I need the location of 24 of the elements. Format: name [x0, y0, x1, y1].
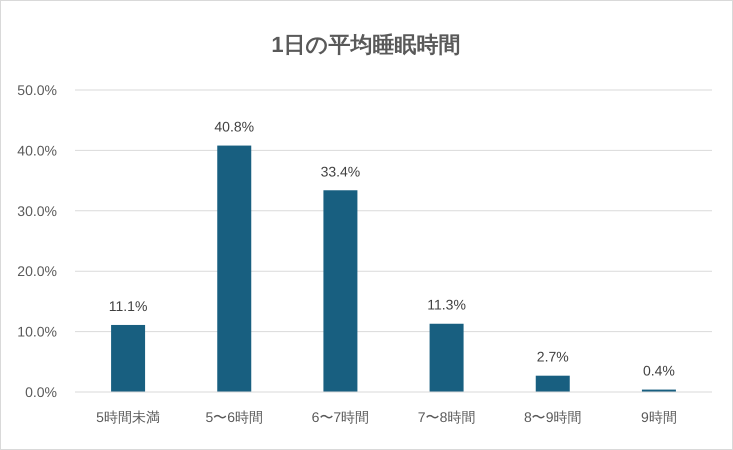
bar — [430, 324, 464, 392]
data-label: 33.4% — [320, 163, 360, 180]
y-tick-label: 0.0% — [25, 384, 57, 400]
x-tick-label: 5時間未満 — [96, 409, 160, 425]
data-label: 40.8% — [214, 118, 254, 135]
y-tick-label: 40.0% — [17, 142, 57, 158]
x-tick-label: 5〜6時間 — [205, 409, 264, 425]
x-tick-label: 6〜7時間 — [312, 409, 370, 425]
bar — [111, 324, 146, 392]
data-label: 2.7% — [536, 348, 569, 365]
y-tick-label: 50.0% — [17, 82, 57, 98]
data-label: 0.4% — [642, 362, 675, 379]
y-tick-label: 10.0% — [17, 324, 57, 340]
x-tick-label: 8〜9時間 — [524, 409, 582, 425]
chart-title: 1日の平均睡眠時間 — [271, 32, 461, 57]
y-tick-label: 20.0% — [17, 263, 57, 280]
x-tick-label: 7〜8時間 — [418, 409, 476, 425]
data-label: 11.1% — [108, 298, 148, 314]
bar — [323, 190, 358, 392]
y-tick-label: 30.0% — [17, 202, 57, 219]
bar — [217, 146, 252, 392]
bar — [536, 376, 570, 392]
data-label: 11.3% — [427, 296, 466, 313]
x-tick-label: 9時間 — [641, 409, 677, 425]
